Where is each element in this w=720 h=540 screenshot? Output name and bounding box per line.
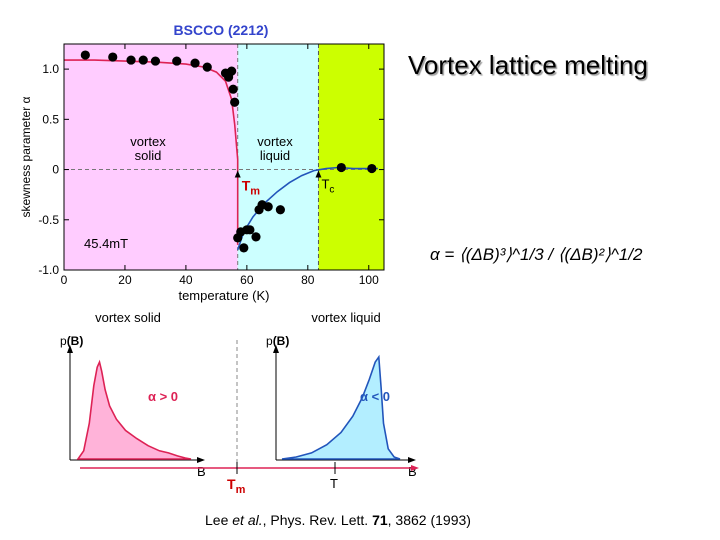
data-point (138, 55, 148, 65)
data-point (367, 163, 377, 174)
liquid-region-label-2: liquid (260, 148, 290, 163)
solid-y-label: p(B) (60, 334, 83, 348)
x-tick-label: 40 (179, 273, 193, 287)
y-tick-label: -0.5 (38, 213, 59, 227)
chart-title: BSCCO (2212) (174, 22, 269, 38)
liquid-distribution-curve (281, 354, 401, 460)
data-point (275, 205, 285, 215)
field-label: 45.4mT (84, 236, 128, 251)
liquid-y-label: p(B) (266, 334, 289, 348)
data-point (251, 232, 261, 242)
solid-alpha-annotation: α > 0 (148, 389, 178, 404)
data-point (126, 55, 136, 65)
liquid-y-arrow (273, 345, 279, 353)
skewness-formula: α = ⟨(ΔB)³⟩^1/3 / ⟨(ΔB)²⟩^1/2 (430, 245, 643, 264)
data-points (80, 50, 377, 253)
solid-x-label: B (197, 464, 206, 479)
data-point (336, 162, 346, 173)
region-0 (64, 44, 238, 270)
liquid-region-label-1: vortex (257, 134, 293, 149)
liquid-title: vortex liquid (311, 310, 380, 325)
data-point (108, 52, 118, 62)
citation-volume: 71 (372, 512, 388, 528)
citation-journal: , Phys. Rev. Lett. (262, 512, 373, 528)
phase-regions (64, 44, 384, 270)
distribution-plots: vortex solid p(B) Bα > 0 vortex liquid p(B)… (60, 310, 419, 496)
x-tick-label: 0 (61, 273, 68, 287)
data-point (263, 202, 273, 212)
solid-title: vortex solid (95, 310, 161, 325)
liquid-distribution-plot: vortex liquid p(B) Bα < 0 (266, 310, 417, 479)
data-point (80, 50, 90, 60)
bottom-t-label: T (330, 476, 338, 491)
liquid-x-arrow (408, 457, 416, 463)
tm-label: Tm (242, 178, 261, 198)
plot-frame (63, 43, 385, 271)
data-point (230, 97, 240, 107)
data-point (172, 56, 182, 66)
y-tick-label: -1.0 (38, 263, 59, 277)
temperature-axis-arrow (411, 465, 419, 471)
skewness-vs-temperature-chart: 0 20 40 60 80 100 1.0 0.5 0 -0.5 -1.0 BSCCO (2212)… (19, 22, 385, 303)
bottom-tm-label: Tm (227, 476, 246, 496)
skewness-formula-text: α = ⟨(ΔB)³⟩^1/3 / ⟨(ΔB)²⟩^1/2 (430, 245, 643, 264)
citation-pages: , 3862 (1993) (387, 512, 471, 528)
data-point (239, 243, 249, 253)
citation-authors: Lee (205, 512, 233, 528)
x-tick-label: 100 (359, 273, 379, 287)
solid-region-label-2: solid (135, 148, 162, 163)
solid-x-arrow (197, 457, 205, 463)
y-tick-label: 1.0 (42, 62, 59, 76)
tc-label: Tc (321, 177, 334, 196)
solid-region-label-1: vortex (130, 134, 166, 149)
x-tick-label: 20 (118, 273, 132, 287)
y-tick-label: 0 (52, 163, 59, 177)
slide-title: Vortex lattice melting (408, 50, 648, 80)
y-axis-label: skewness parameter α (19, 96, 33, 217)
x-tick-label: 80 (301, 273, 315, 287)
temperature-axis: Tm T (80, 340, 419, 496)
solid-distribution-curve (76, 359, 192, 460)
tc-marker (315, 170, 322, 178)
solid-distribution-plot: vortex solid p(B) Bα > 0 (60, 310, 206, 479)
tm-marker (234, 170, 241, 178)
data-point (190, 58, 200, 68)
axes: 0 20 40 60 80 100 1.0 0.5 0 -0.5 -1.0 (38, 43, 385, 287)
chart-labels: BSCCO (2212) temperature (K) skewness para… (19, 22, 334, 303)
liquid-x-label: B (408, 464, 417, 479)
x-axis-label: temperature (K) (178, 288, 269, 303)
liquid-alpha-annotation: α < 0 (360, 389, 390, 404)
y-tick-label: 0.5 (42, 112, 59, 126)
data-point (150, 56, 161, 66)
data-point (227, 66, 237, 76)
solid-y-arrow (67, 345, 73, 353)
data-point (202, 62, 212, 72)
data-point (245, 225, 255, 235)
data-point (228, 84, 238, 94)
citation-etal: et al. (232, 512, 263, 528)
region-2 (318, 44, 384, 270)
x-tick-label: 60 (240, 273, 254, 287)
citation: Lee et al., Phys. Rev. Lett. 71, 3862 (1… (205, 512, 471, 528)
